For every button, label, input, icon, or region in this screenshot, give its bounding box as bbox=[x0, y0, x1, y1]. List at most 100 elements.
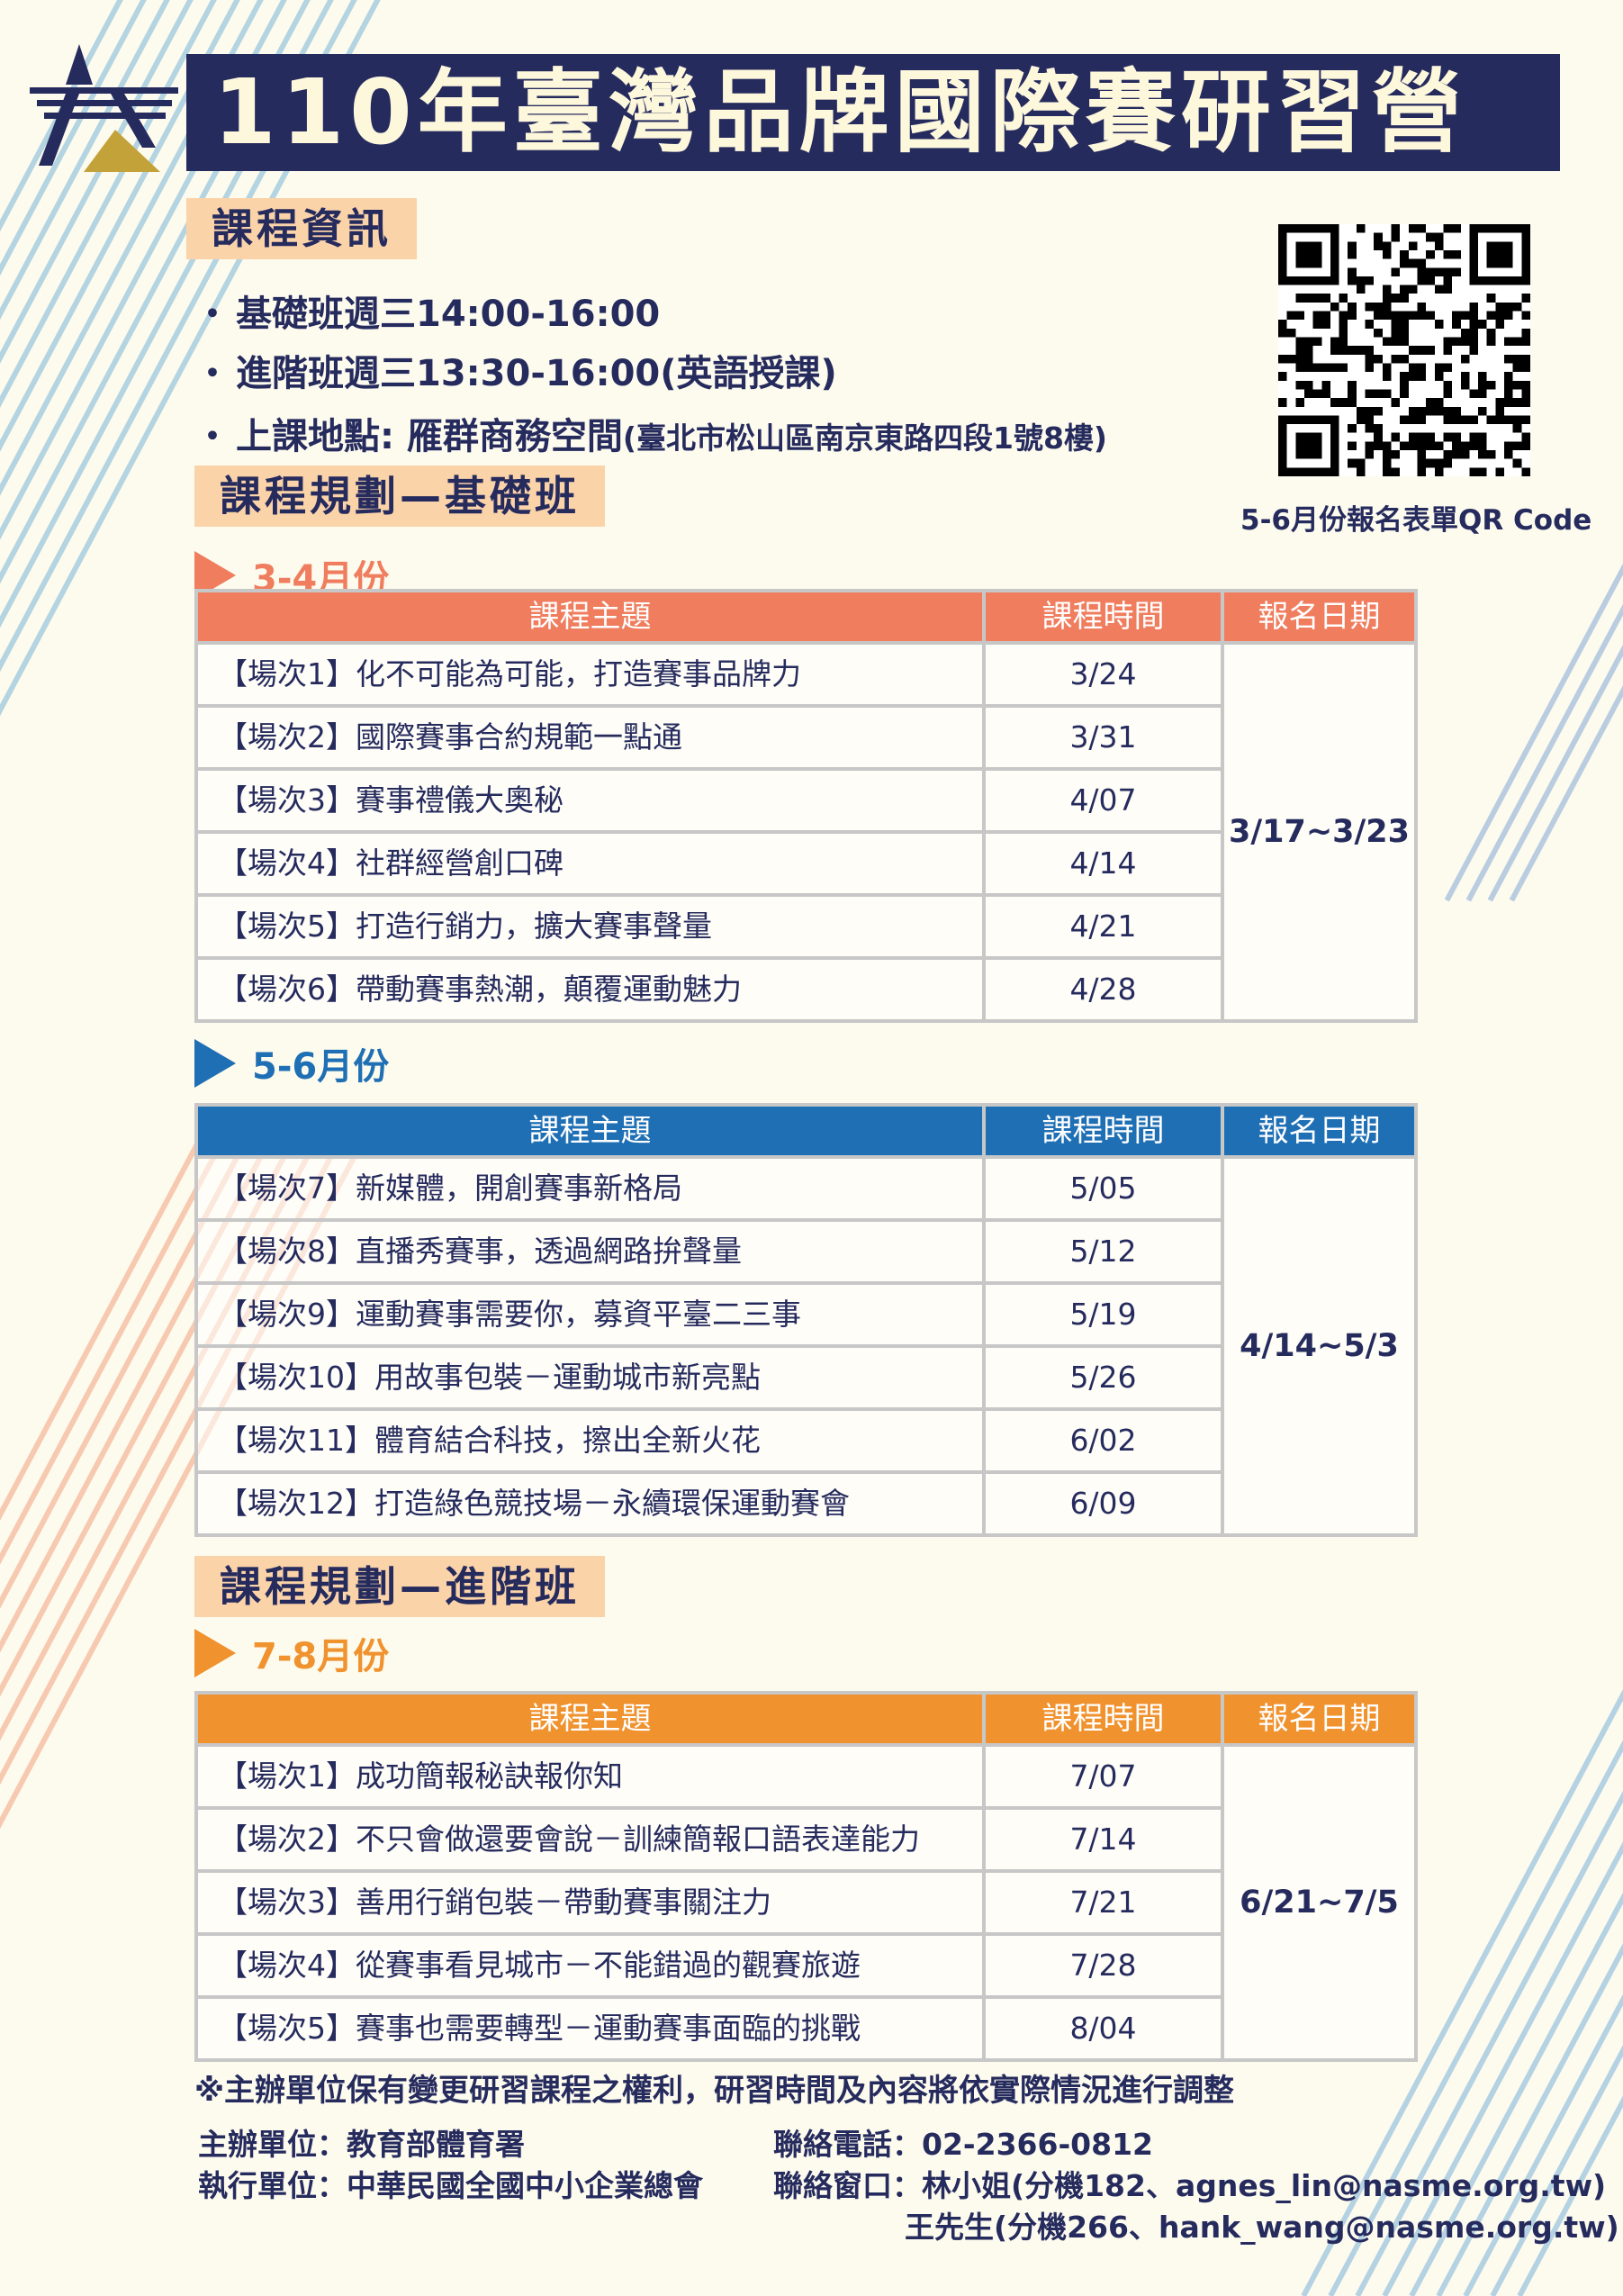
column-header: 報名日期 bbox=[1221, 589, 1418, 645]
session-topic: 【場次6】帶動賽事熱潮，顛覆運動魅力 bbox=[194, 956, 986, 1023]
organizer: 主辦單位：教育部體育署 bbox=[198, 2127, 525, 2162]
stripe bbox=[1382, 1841, 1623, 2296]
bullet-basic-schedule: ・基礎班週三14:00-16:00 bbox=[194, 294, 661, 335]
session-date: 7/14 bbox=[982, 1806, 1224, 1873]
registration-period: 4/14~5/3 bbox=[1221, 1155, 1418, 1537]
column-header: 報名日期 bbox=[1221, 1691, 1418, 1747]
session-topic: 【場次7】新媒體，開創賽事新格局 bbox=[194, 1155, 986, 1222]
table-row: 【場次11】體育結合科技，擦出全新火花 6/02 bbox=[194, 1407, 1416, 1474]
session-date: 5/19 bbox=[982, 1281, 1224, 1348]
session-date: 7/21 bbox=[982, 1869, 1224, 1936]
session-date: 4/28 bbox=[982, 956, 1224, 1023]
session-date: 7/28 bbox=[982, 1932, 1224, 1999]
table-row: 【場次1】成功簡報秘訣報你知 7/07 6/21~7/5 bbox=[194, 1743, 1418, 2062]
stripe bbox=[1490, 2044, 1623, 2296]
session-topic: 【場次3】善用行銷包裝－帶動賽事關注力 bbox=[194, 1869, 986, 1936]
stripe bbox=[0, 1124, 233, 1565]
stripe bbox=[1328, 1740, 1623, 2296]
advanced-course-heading: 課程規劃—進階班 bbox=[194, 1556, 605, 1617]
session-date: 8/04 bbox=[982, 1995, 1224, 2062]
schedule-table: 課程主題 課程時間 報名日期 【場次7】新媒體，開創賽事新格局 5/05 4/14~5/3… bbox=[194, 1103, 1418, 1537]
stripe bbox=[1409, 1892, 1623, 2296]
stripe bbox=[0, 0, 147, 276]
stripe bbox=[1509, 684, 1623, 902]
contact-window-lin: 聯絡窗口：林小姐(分機182、agnes_lin@nasme.org.tw) bbox=[773, 2168, 1607, 2203]
table-row: 【場次10】用故事包裝－運動城市新亮點 5/26 bbox=[194, 1344, 1416, 1411]
session-date: 5/26 bbox=[982, 1344, 1224, 1411]
table-row: 【場次2】不只會做還要會說－訓練簡報口語表達能力 7/14 bbox=[194, 1806, 1416, 1873]
column-header: 課程主題 bbox=[194, 1103, 986, 1159]
column-header: 課程時間 bbox=[982, 589, 1224, 645]
contact-window-wang: 王先生(分機266、hank_wang@nasme.org.tw) bbox=[905, 2210, 1619, 2245]
stripe bbox=[1444, 563, 1623, 902]
session-topic: 【場次1】化不可能為可能，打造賽事品牌力 bbox=[194, 641, 986, 708]
stripe bbox=[0, 1124, 257, 1609]
stripe bbox=[1436, 1943, 1623, 2296]
triangle-arrow-icon bbox=[194, 1039, 236, 1088]
column-header: 課程時間 bbox=[982, 1103, 1224, 1159]
course-info-heading: 課程資訊 bbox=[186, 198, 417, 259]
qr-caption: 5-6月份報名表單QR Code bbox=[1240, 504, 1592, 537]
contact-phone: 聯絡電話：02-2366-0812 bbox=[773, 2127, 1154, 2162]
table-row: 【場次8】直播秀賽事，透過網路拚聲量 5/12 bbox=[194, 1218, 1416, 1285]
stripe bbox=[1355, 1790, 1623, 2296]
table-row: 【場次3】善用行銷包裝－帶動賽事關注力 7/21 bbox=[194, 1869, 1416, 1936]
session-date: 3/24 bbox=[982, 641, 1224, 708]
session-date: 6/02 bbox=[982, 1407, 1224, 1474]
table-row: 【場次2】國際賽事合約規範一點通 3/31 bbox=[194, 704, 1416, 771]
table-header: 課程主題 課程時間 報名日期 bbox=[194, 589, 1418, 645]
stripe bbox=[0, 0, 264, 496]
session-topic: 【場次4】社群經營創口碑 bbox=[194, 830, 986, 897]
session-date: 7/07 bbox=[982, 1743, 1224, 1810]
table-row: 【場次9】運動賽事需要你，募資平臺二三事 5/19 bbox=[194, 1281, 1416, 1348]
session-date: 4/07 bbox=[982, 767, 1224, 834]
registration-period: 3/17~3/23 bbox=[1221, 641, 1418, 1023]
table-row: 【場次12】打造綠色競技場－永續環保運動賽會 6/09 bbox=[194, 1470, 1416, 1537]
month-label: 7-8月份 bbox=[194, 1627, 389, 1679]
bullet-advanced-schedule: ・進階班週三13:30-16:00(英語授課) bbox=[194, 353, 837, 394]
stripe bbox=[0, 0, 123, 232]
session-date: 4/14 bbox=[982, 830, 1224, 897]
stripe bbox=[1517, 2095, 1623, 2296]
page-title: 110年臺灣品牌國際賽研習營 bbox=[186, 54, 1560, 171]
session-topic: 【場次9】運動賽事需要你，募資平臺二三事 bbox=[194, 1281, 986, 1348]
session-topic: 【場次2】不只會做還要會說－訓練簡報口語表達能力 bbox=[194, 1806, 986, 1873]
schedule-table: 課程主題 課程時間 報名日期 【場次1】成功簡報秘訣報你知 7/07 6/21~7/5 【場… bbox=[194, 1691, 1418, 2062]
table-header: 課程主題 課程時間 報名日期 bbox=[194, 1103, 1418, 1159]
session-topic: 【場次5】賽事也需要轉型－運動賽事面臨的挑戰 bbox=[194, 1995, 986, 2062]
stripe bbox=[0, 1124, 210, 1521]
session-topic: 【場次3】賽事禮儀大奧秘 bbox=[194, 767, 986, 834]
table-row: 【場次4】社群經營創口碑 4/14 bbox=[194, 830, 1416, 897]
session-topic: 【場次10】用故事包裝－運動城市新亮點 bbox=[194, 1344, 986, 1411]
column-header: 課程主題 bbox=[194, 1691, 986, 1747]
session-topic: 【場次1】成功簡報秘訣報你知 bbox=[194, 1743, 986, 1810]
month-label: 5-6月份 bbox=[194, 1037, 389, 1089]
qr-code[interactable] bbox=[1278, 224, 1530, 476]
schedule-table: 課程主題 課程時間 報名日期 【場次1】化不可能為可能，打造賽事品牌力 3/24 3/17… bbox=[194, 589, 1418, 1023]
stripe bbox=[1487, 644, 1623, 902]
table-row: 【場次5】打造行銷力，擴大賽事聲量 4/21 bbox=[194, 893, 1416, 960]
session-topic: 【場次5】打造行銷力，擴大賽事聲量 bbox=[194, 893, 986, 960]
bullet-location: ・上課地點: 雁群商務空間(臺北市松山區南京東路四段1號8樓) bbox=[194, 416, 1108, 457]
session-topic: 【場次11】體育結合科技，擦出全新火花 bbox=[194, 1407, 986, 1474]
table-row: 【場次1】化不可能為可能，打造賽事品牌力 3/24 3/17~3/23 bbox=[194, 641, 1418, 1023]
session-date: 4/21 bbox=[982, 893, 1224, 960]
triangle-arrow-icon bbox=[194, 1629, 236, 1677]
table-header: 課程主題 課程時間 報名日期 bbox=[194, 1691, 1418, 1747]
session-topic: 【場次2】國際賽事合約規範一點通 bbox=[194, 704, 986, 771]
session-date: 5/05 bbox=[982, 1155, 1224, 1222]
session-topic: 【場次4】從賽事看見城市－不能錯過的觀賽旅遊 bbox=[194, 1932, 986, 1999]
session-date: 3/31 bbox=[982, 704, 1224, 771]
executor: 執行單位：中華民國全國中小企業總會 bbox=[198, 2168, 703, 2203]
table-row: 【場次5】賽事也需要轉型－運動賽事面臨的挑戰 8/04 bbox=[194, 1995, 1416, 2062]
session-topic: 【場次12】打造綠色競技場－永續環保運動賽會 bbox=[194, 1470, 986, 1537]
stripe bbox=[1465, 603, 1623, 902]
session-date: 6/09 bbox=[982, 1470, 1224, 1537]
logo bbox=[30, 44, 178, 172]
table-row: 【場次3】賽事禮儀大奧秘 4/07 bbox=[194, 767, 1416, 834]
session-topic: 【場次8】直播秀賽事，透過網路拚聲量 bbox=[194, 1218, 986, 1285]
disclaimer-note: ※主辦單位保有變更研習課程之權利，研習時間及內容將依實際情況進行調整 bbox=[194, 2073, 1235, 2109]
session-date: 5/12 bbox=[982, 1218, 1224, 1285]
stripe bbox=[0, 0, 170, 321]
stripe bbox=[1301, 1689, 1623, 2296]
